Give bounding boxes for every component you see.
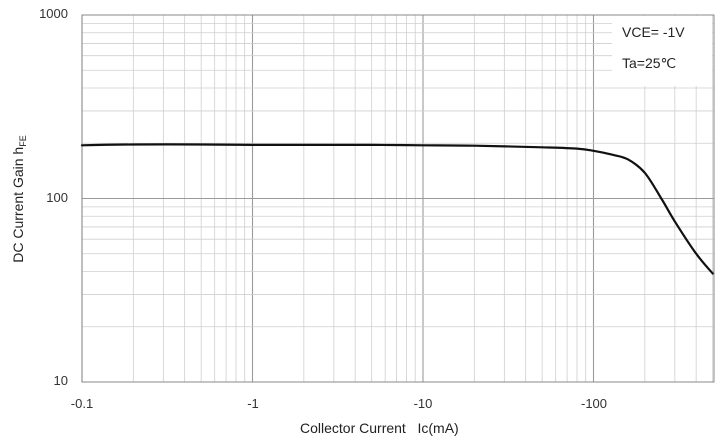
x-tick-label: -100: [580, 396, 608, 411]
x-tick-label: -0.1: [70, 396, 94, 411]
y-tick-label: 100: [46, 190, 68, 205]
y-axis-label-subscript: FE: [18, 135, 28, 147]
y-axis-label: DC Current Gain hFE: [10, 114, 28, 284]
y-tick-label: 1000: [39, 6, 68, 21]
annotation-box: [612, 16, 712, 86]
annotation-ta: Ta=25℃: [622, 55, 677, 71]
plot-frame: [81, 14, 715, 383]
y-axis-label-main: DC Current Gain h: [10, 146, 26, 263]
series-line: [80, 143, 714, 275]
y-tick-label: 10: [53, 373, 68, 388]
annotation-vce: VCE= -1V: [622, 24, 685, 40]
x-tick-label: -1: [247, 396, 259, 411]
x-tick-label: -10: [413, 396, 433, 411]
grid-lines: [81, 15, 714, 383]
x-axis-label: Collector Current Ic(mA): [300, 420, 459, 436]
